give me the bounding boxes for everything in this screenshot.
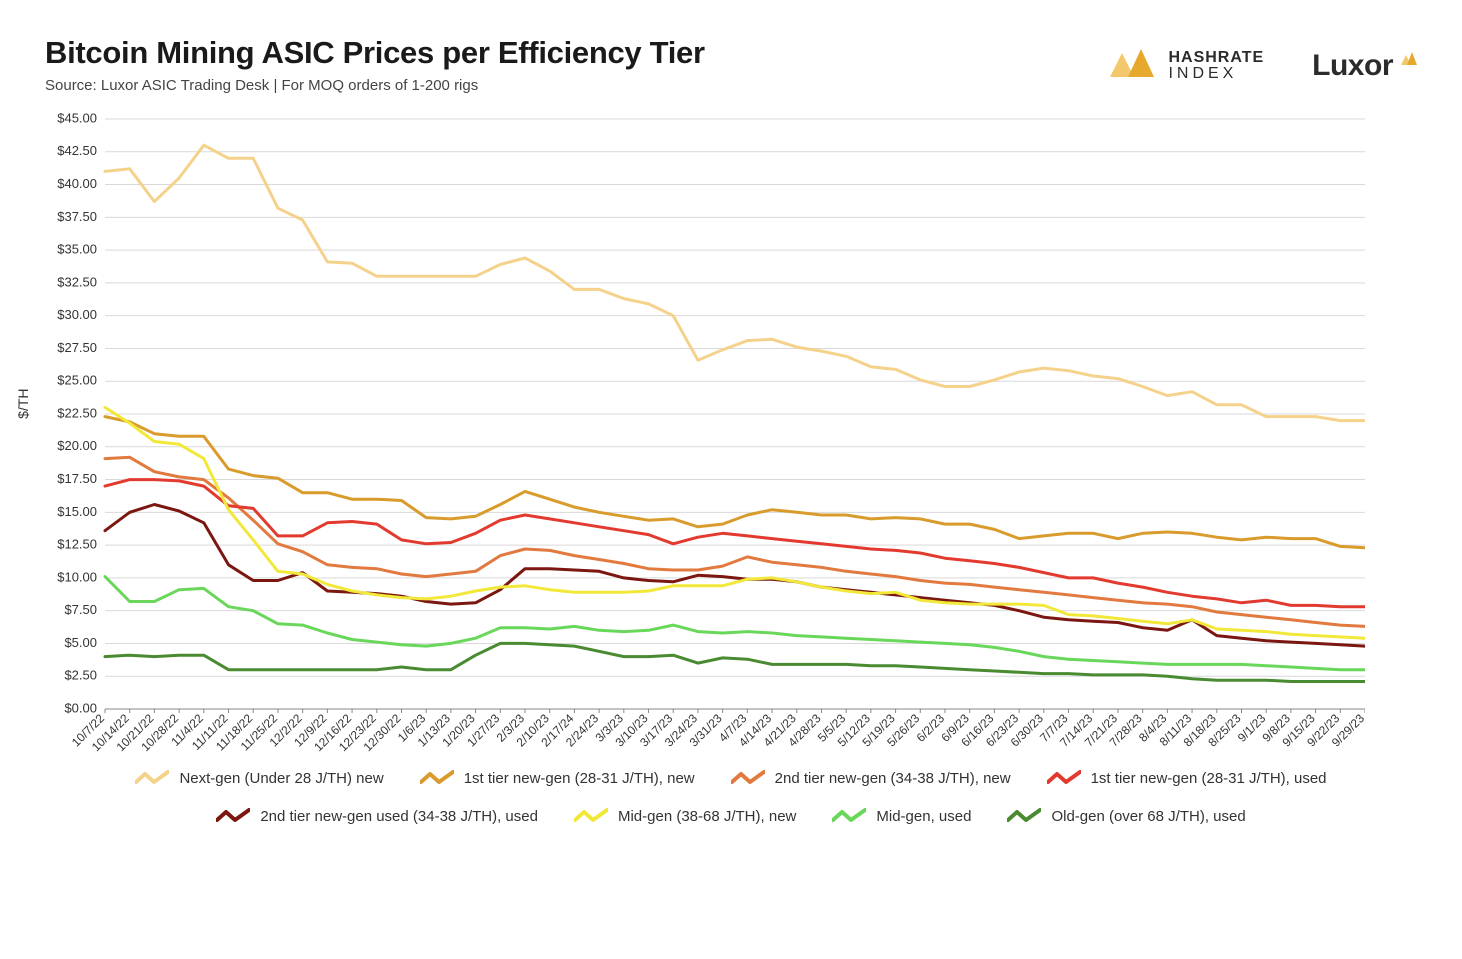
legend-item: 1st tier new-gen (28-31 J/TH), new — [420, 769, 695, 787]
page-root: Bitcoin Mining ASIC Prices per Efficienc… — [0, 0, 1462, 959]
svg-text:$2.50: $2.50 — [64, 668, 97, 683]
svg-text:$37.50: $37.50 — [57, 209, 97, 224]
legend-swatch-icon — [216, 807, 250, 825]
legend-item: 2nd tier new-gen used (34-38 J/TH), used — [216, 807, 538, 825]
luxor-icon — [1399, 49, 1417, 72]
svg-text:$25.00: $25.00 — [57, 373, 97, 388]
legend-item: Next-gen (Under 28 J/TH) new — [135, 769, 383, 787]
legend-label: Next-gen (Under 28 J/TH) new — [179, 770, 383, 787]
series-line — [105, 480, 1365, 607]
legend-item: Mid-gen, used — [832, 807, 971, 825]
legend-label: 1st tier new-gen (28-31 J/TH), new — [464, 770, 695, 787]
legend-item: Old-gen (over 68 J/TH), used — [1007, 807, 1245, 825]
hashrate-index-logo: HASHRATE INDEX — [1104, 43, 1264, 88]
series-line — [105, 457, 1365, 626]
svg-text:$40.00: $40.00 — [57, 176, 97, 191]
luxor-logo: Luxor — [1312, 49, 1417, 83]
legend-swatch-icon — [1007, 807, 1041, 825]
svg-text:$15.00: $15.00 — [57, 504, 97, 519]
legend-label: 2nd tier new-gen used (34-38 J/TH), used — [260, 808, 538, 825]
hashrate-label-bottom: INDEX — [1168, 66, 1264, 82]
line-chart: $0.00 $2.50 $5.00 $7.50 $10.00 $12.50 $15.00 $1… — [45, 109, 1365, 759]
legend-swatch-icon — [1047, 769, 1081, 787]
hashrate-index-text: HASHRATE INDEX — [1168, 50, 1264, 82]
chart-area: $/TH $0.00$2.50$5.00$7.50$10.00$12.50$15… — [45, 109, 1417, 759]
svg-text:$10.00: $10.00 — [57, 569, 97, 584]
svg-text:$35.00: $35.00 — [57, 242, 97, 257]
y-axis-title: $/TH — [15, 388, 31, 418]
svg-text:$22.50: $22.50 — [57, 405, 97, 420]
svg-text:$45.00: $45.00 — [57, 110, 97, 125]
svg-text:$32.50: $32.50 — [57, 274, 97, 289]
legend: Next-gen (Under 28 J/TH) new 1st tier new… — [45, 769, 1417, 825]
logo-group: HASHRATE INDEX Luxor — [1104, 35, 1417, 88]
legend-swatch-icon — [574, 807, 608, 825]
svg-text:$5.00: $5.00 — [64, 635, 97, 650]
title-block: Bitcoin Mining ASIC Prices per Efficienc… — [45, 35, 1104, 94]
legend-swatch-icon — [135, 769, 169, 787]
legend-label: Old-gen (over 68 J/TH), used — [1051, 808, 1245, 825]
svg-text:$42.50: $42.50 — [57, 143, 97, 158]
series-line — [105, 417, 1365, 548]
legend-label: 2nd tier new-gen (34-38 J/TH), new — [775, 770, 1011, 787]
chart-title: Bitcoin Mining ASIC Prices per Efficienc… — [45, 35, 1104, 71]
legend-item: 1st tier new-gen (28-31 J/TH), used — [1047, 769, 1327, 787]
header: Bitcoin Mining ASIC Prices per Efficienc… — [45, 35, 1417, 94]
legend-item: Mid-gen (38-68 J/TH), new — [574, 807, 796, 825]
legend-label: Mid-gen (38-68 J/TH), new — [618, 808, 796, 825]
hashrate-label-top: HASHRATE — [1168, 50, 1264, 66]
svg-text:$30.00: $30.00 — [57, 307, 97, 322]
chart-subtitle: Source: Luxor ASIC Trading Desk | For MO… — [45, 77, 1104, 94]
svg-text:$20.00: $20.00 — [57, 438, 97, 453]
legend-swatch-icon — [420, 769, 454, 787]
svg-text:$27.50: $27.50 — [57, 340, 97, 355]
hashrate-index-icon — [1104, 43, 1156, 88]
legend-swatch-icon — [832, 807, 866, 825]
legend-item: 2nd tier new-gen (34-38 J/TH), new — [731, 769, 1011, 787]
legend-label: Mid-gen, used — [876, 808, 971, 825]
luxor-text: Luxor — [1312, 49, 1393, 83]
legend-swatch-icon — [731, 769, 765, 787]
legend-label: 1st tier new-gen (28-31 J/TH), used — [1091, 770, 1327, 787]
svg-text:$0.00: $0.00 — [64, 700, 97, 715]
svg-text:$7.50: $7.50 — [64, 602, 97, 617]
svg-text:$12.50: $12.50 — [57, 537, 97, 552]
svg-text:$17.50: $17.50 — [57, 471, 97, 486]
